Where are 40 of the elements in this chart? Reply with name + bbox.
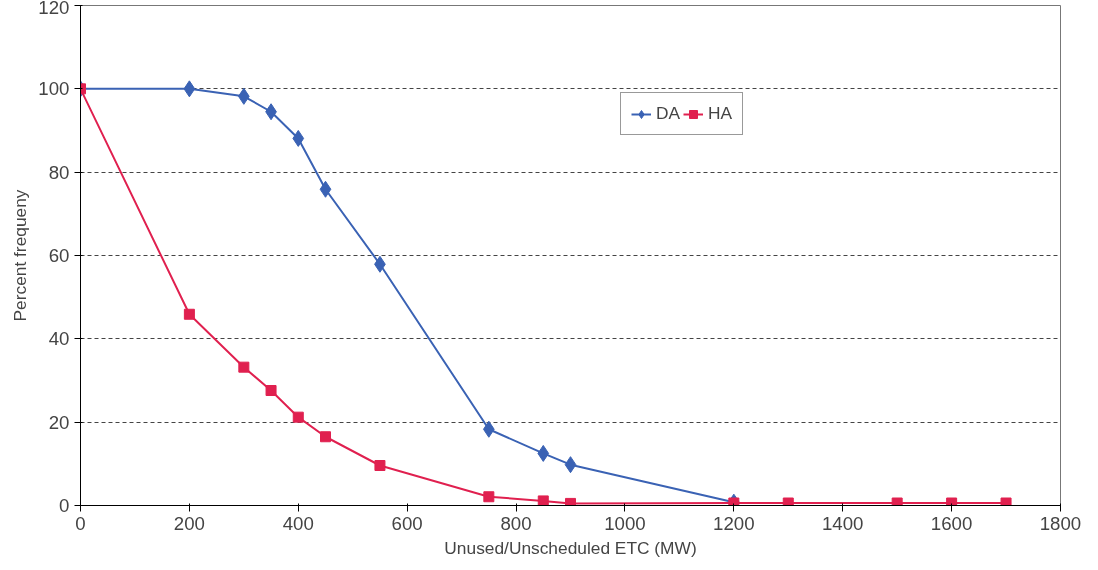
x-tick-label: 1400: [821, 512, 864, 534]
point: [292, 411, 304, 423]
point: [891, 497, 903, 506]
point: [183, 308, 195, 320]
point: [183, 80, 196, 98]
y-tick-label: 100: [38, 78, 70, 100]
point: [374, 460, 386, 471]
point: [564, 456, 577, 474]
x-axis-title: Unused/Unscheduled ETC (MW): [444, 537, 697, 558]
legend-label: DA: [656, 103, 681, 124]
y-axis-title: Percent frequeny: [10, 189, 31, 322]
point: [319, 180, 332, 198]
y-tick-label: 80: [48, 161, 70, 183]
x-tick-label: 1000: [604, 512, 646, 534]
x-tick-label: 800: [500, 512, 532, 534]
point: [565, 497, 576, 506]
point: [292, 129, 305, 147]
point: [728, 497, 740, 506]
x-tick-label: 600: [391, 512, 423, 534]
x-tick-label: 400: [282, 512, 314, 534]
y-tick-label: 0: [59, 495, 70, 516]
point: [782, 497, 794, 506]
x-tick-label: 200: [173, 512, 205, 534]
x-tick-label: 1600: [930, 512, 973, 534]
x-tick-label: 1200: [713, 512, 755, 534]
x-tick-label: 0: [75, 512, 86, 534]
y-tick-label: 20: [48, 411, 70, 433]
point: [483, 491, 495, 503]
x-tick-label: 1800: [1039, 512, 1082, 534]
y-tick-label: 120: [38, 0, 70, 18]
point: [265, 385, 277, 396]
y-tick-label: 60: [48, 245, 70, 266]
point: [320, 431, 331, 443]
point: [537, 444, 550, 462]
y-tick-label: 40: [48, 328, 70, 350]
legend-label: HA: [708, 103, 733, 124]
point: [537, 495, 549, 506]
point: [1000, 497, 1012, 506]
point: [946, 497, 958, 506]
point: [238, 361, 250, 373]
